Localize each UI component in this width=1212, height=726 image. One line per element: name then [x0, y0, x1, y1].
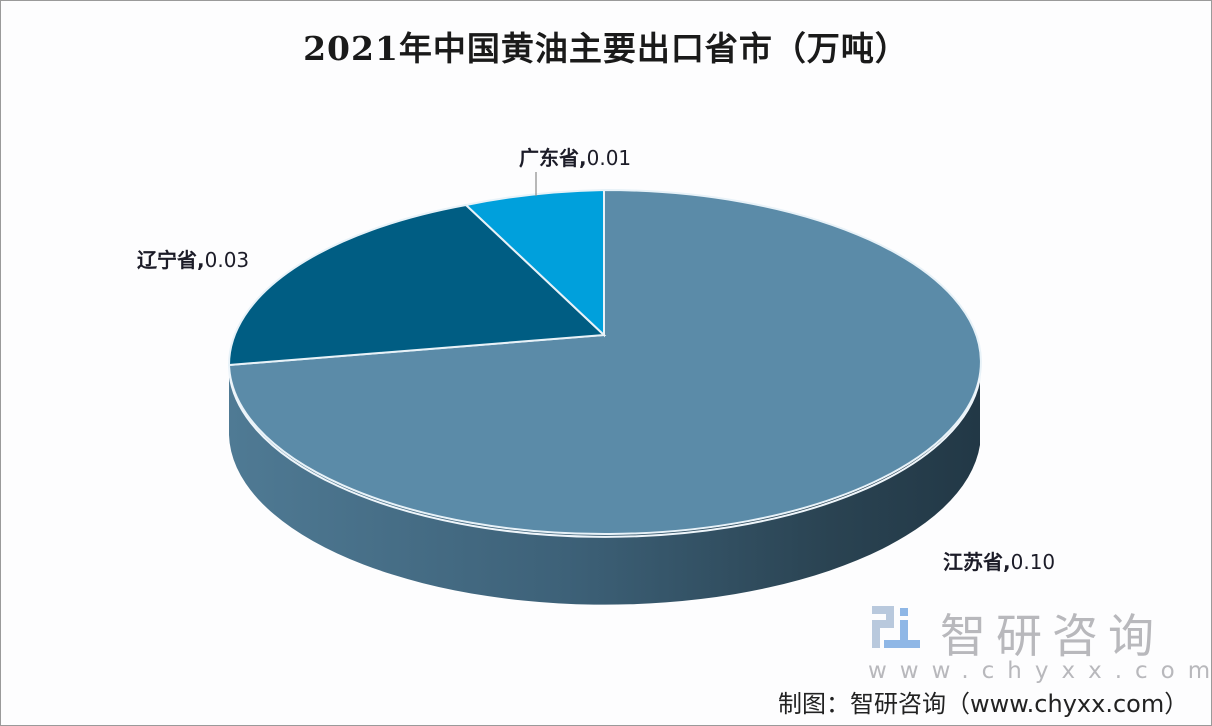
- watermark-url: www.chyxx.com: [868, 658, 1212, 684]
- data-label-jiangsu: 江苏省,0.10: [943, 550, 1056, 574]
- pie-slice-guangdong[interactable]: [463, 188, 605, 338]
- chart-title: 2021年中国黄油主要出口省市（万吨）: [303, 29, 909, 68]
- data-label-liaoning: 辽宁省,0.03: [137, 248, 250, 272]
- data-label-guangdong: 广东省,0.01: [519, 146, 632, 170]
- brand-logo-icon: [872, 606, 920, 648]
- pie-slice-liaoning[interactable]: [227, 203, 607, 367]
- watermark-brand: 智研咨询: [940, 609, 1164, 663]
- pie-side-jiangsu: [229, 365, 980, 605]
- pie-slice-jiangsu[interactable]: [227, 188, 982, 535]
- source-note: 制图：智研咨询（www.chyxx.com）: [778, 690, 1189, 718]
